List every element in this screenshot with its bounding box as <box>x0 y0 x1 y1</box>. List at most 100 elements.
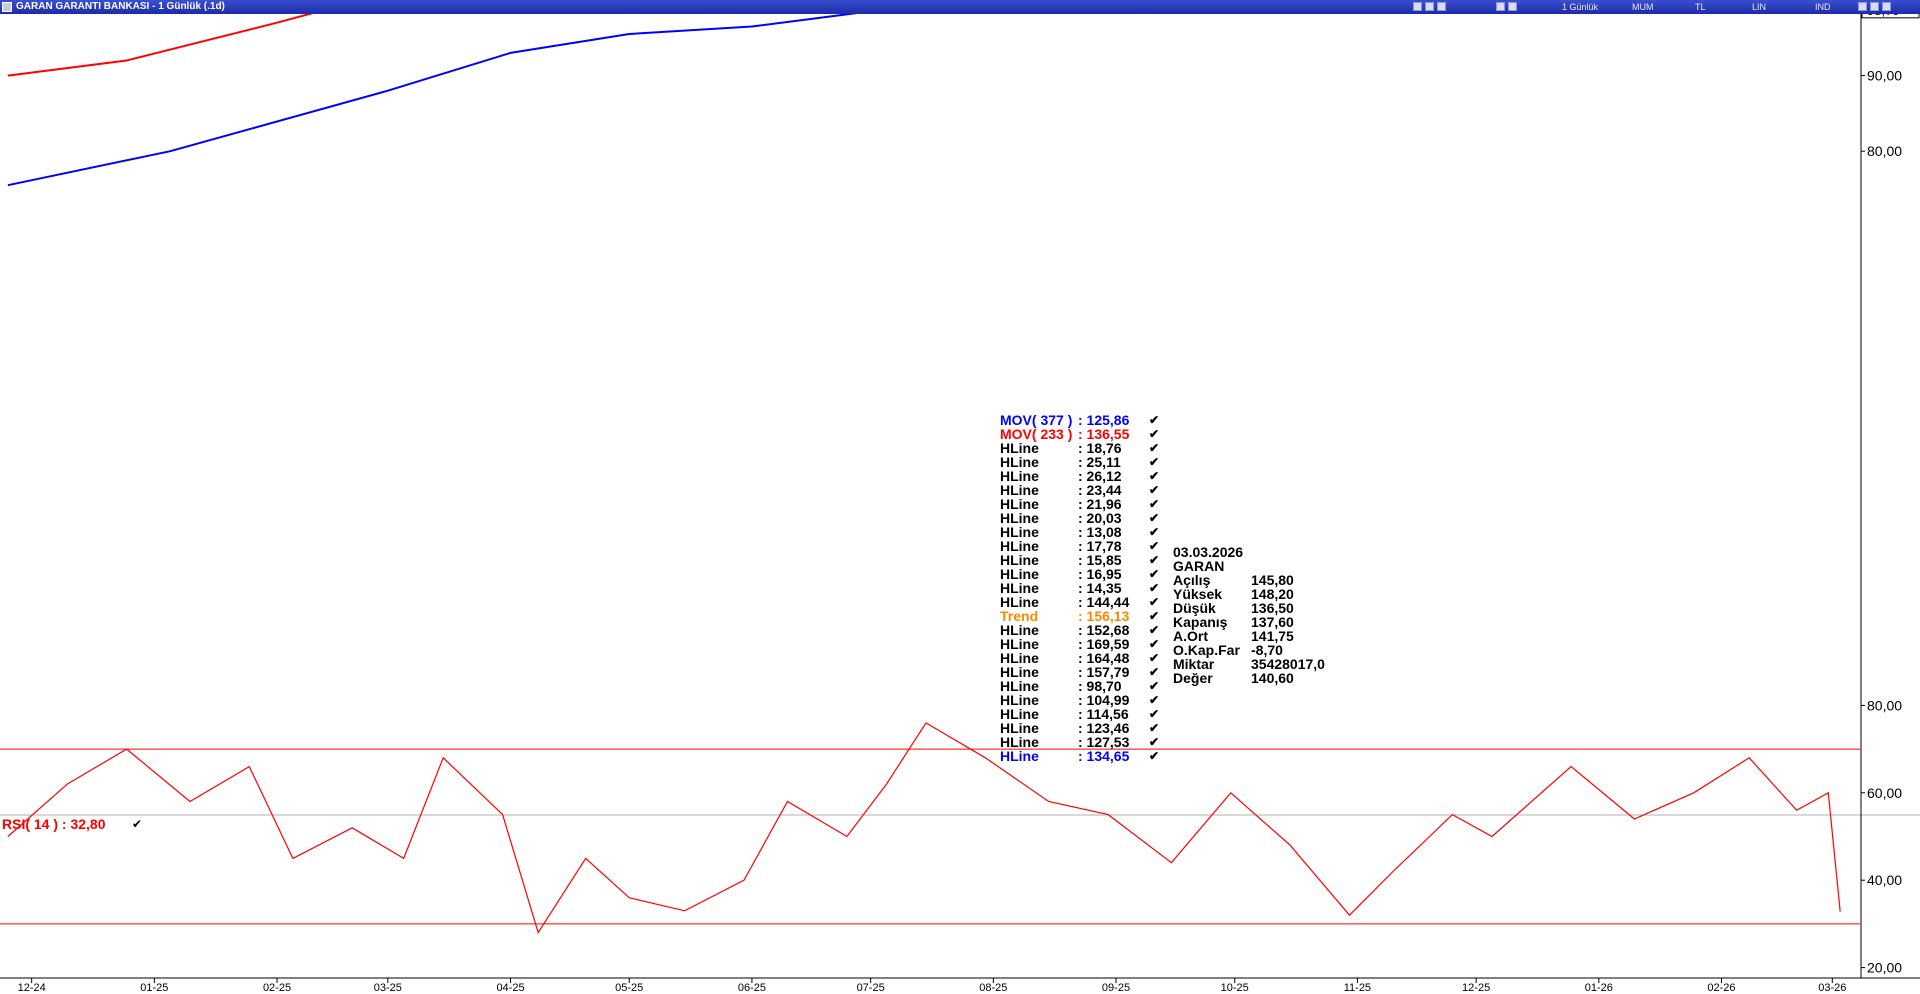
check-icon[interactable]: ✔ <box>1149 427 1160 441</box>
legend-item-name: HLine <box>1000 468 1039 484</box>
check-icon[interactable]: ✔ <box>1149 707 1160 721</box>
date-label: 06-25 <box>738 982 766 994</box>
legend-item-value: : 18,76 <box>1078 440 1122 456</box>
check-icon[interactable]: ✔ <box>1149 749 1160 763</box>
toolbar-icon[interactable] <box>1425 2 1434 11</box>
check-icon[interactable]: ✔ <box>1149 665 1160 679</box>
info-value: 136,50 <box>1251 600 1294 616</box>
info-row: A.Ort 141,75 <box>1173 628 1294 644</box>
legend-item-name: MOV( 233 ) <box>1000 426 1073 442</box>
info-row: Kapanış 137,60 <box>1173 614 1294 630</box>
legend-item-value: : 114,56 <box>1078 706 1129 722</box>
rsi-line <box>7 722 1841 935</box>
legend-item-value: : 14,35 <box>1078 580 1122 596</box>
check-icon[interactable]: ✔ <box>1149 735 1160 749</box>
check-icon[interactable]: ✔ <box>1149 455 1160 469</box>
toolbar-icon[interactable] <box>1437 2 1446 11</box>
check-icon[interactable]: ✔ <box>1149 581 1160 595</box>
check-icon[interactable]: ✔ <box>1149 525 1160 539</box>
window-minimize-button[interactable] <box>1858 2 1867 11</box>
date-label: 05-25 <box>615 982 643 994</box>
legend-item-value: : 125,86 <box>1078 412 1130 428</box>
legend-item-value: : 152,68 <box>1078 622 1130 638</box>
legend-item-name: HLine <box>1000 440 1039 456</box>
check-icon[interactable]: ✔ <box>1149 623 1160 637</box>
date-label: 04-25 <box>496 982 524 994</box>
info-label: A.Ort <box>1173 628 1208 644</box>
info-value: 35428017,0 <box>1251 656 1325 672</box>
price-tick-label: 90,00 <box>1867 68 1902 84</box>
chart-style-selector[interactable]: MUM <box>1632 2 1654 12</box>
date-label: 12-25 <box>1462 982 1490 994</box>
indicator-selector[interactable]: IND <box>1815 2 1831 12</box>
date-label: 10-25 <box>1221 982 1249 994</box>
legend-item-value: : 164,48 <box>1078 650 1130 666</box>
toolbar-icon[interactable] <box>1508 2 1517 11</box>
check-icon[interactable]: ✔ <box>1149 413 1160 427</box>
date-label: 09-25 <box>1102 982 1130 994</box>
moving-average-line <box>7 14 858 187</box>
info-value: 148,20 <box>1251 586 1294 602</box>
info-row: Yüksek 148,20 <box>1173 586 1294 602</box>
legend-item-value: : 169,59 <box>1078 636 1130 652</box>
check-icon[interactable]: ✔ <box>132 817 143 831</box>
app-icon[interactable] <box>2 2 12 12</box>
window-maximize-button[interactable] <box>1870 2 1879 11</box>
check-icon[interactable]: ✔ <box>1149 679 1160 693</box>
scale-selector[interactable]: LIN <box>1752 2 1767 12</box>
date-label: 07-25 <box>857 982 885 994</box>
info-label: Yüksek <box>1173 586 1223 602</box>
check-icon[interactable]: ✔ <box>1149 483 1160 497</box>
currency-selector[interactable]: TL <box>1695 2 1706 12</box>
info-row: Değer 140,60 <box>1173 670 1294 686</box>
check-icon[interactable]: ✔ <box>1149 511 1160 525</box>
info-row: Açılış 145,80 <box>1173 573 1294 587</box>
legend-item-name: HLine <box>1000 622 1039 638</box>
date-label: 01-25 <box>140 982 168 994</box>
check-icon[interactable]: ✔ <box>1149 553 1160 567</box>
legend-item-value: : 156,13 <box>1078 608 1130 624</box>
price-chart[interactable]: 12-24 01-25 02-25 03-25 04-25 05-25 06-25 07-25… <box>0 14 1920 994</box>
period-selector[interactable]: 1 Günlük <box>1562 2 1599 12</box>
legend-item-value: : 13,08 <box>1078 524 1122 540</box>
legend-item-name: HLine <box>1000 538 1039 554</box>
legend-item-name: HLine <box>1000 734 1039 750</box>
check-icon[interactable]: ✔ <box>1149 595 1160 609</box>
info-label: Değer <box>1173 670 1213 686</box>
legend-item-name: HLine <box>1000 496 1039 512</box>
legend-item-name: HLine <box>1000 650 1039 666</box>
check-icon[interactable]: ✔ <box>1149 609 1160 623</box>
check-icon[interactable]: ✔ <box>1149 693 1160 707</box>
check-icon[interactable]: ✔ <box>1149 497 1160 511</box>
toolbar-icon[interactable] <box>1496 2 1505 11</box>
legend-item-value: : 21,96 <box>1078 496 1122 512</box>
info-row: O.Kap.Far -8,70 <box>1173 643 1283 657</box>
info-value: 140,60 <box>1251 670 1294 686</box>
check-icon[interactable]: ✔ <box>1149 469 1160 483</box>
legend-item-name: HLine <box>1000 482 1039 498</box>
legend-item-name: HLine <box>1000 692 1039 708</box>
legend-item-name: MOV( 377 ) <box>1000 412 1073 428</box>
legend-item-name: HLine <box>1000 720 1039 736</box>
check-icon[interactable]: ✔ <box>1149 539 1160 553</box>
check-icon[interactable]: ✔ <box>1149 567 1160 581</box>
info-value: 141,75 <box>1251 628 1294 644</box>
date-label: 02-25 <box>263 982 291 994</box>
check-icon[interactable]: ✔ <box>1149 441 1160 455</box>
check-icon[interactable]: ✔ <box>1149 651 1160 665</box>
rsi-tick-label: 20,00 <box>1867 960 1902 976</box>
date-label: 11-25 <box>1344 982 1371 994</box>
legend-item-name: HLine <box>1000 524 1039 540</box>
date-label: 12-24 <box>18 982 46 994</box>
rsi-label: RSI( 14 ) : 32,80 <box>2 816 106 832</box>
window-close-button[interactable] <box>1882 2 1891 11</box>
info-label: Kapanış <box>1173 614 1228 630</box>
toolbar-icon[interactable] <box>1413 2 1422 11</box>
check-icon[interactable]: ✔ <box>1149 721 1160 735</box>
legend-item-name: HLine <box>1000 748 1039 764</box>
legend-item-name: HLine <box>1000 594 1039 610</box>
legend-item-value: : 136,55 <box>1078 426 1130 442</box>
window-title: GARAN GARANTI BANKASI - 1 Günlük (.1d) <box>16 1 225 12</box>
check-icon[interactable]: ✔ <box>1149 637 1160 651</box>
rsi-tick-label: 40,00 <box>1867 872 1902 888</box>
